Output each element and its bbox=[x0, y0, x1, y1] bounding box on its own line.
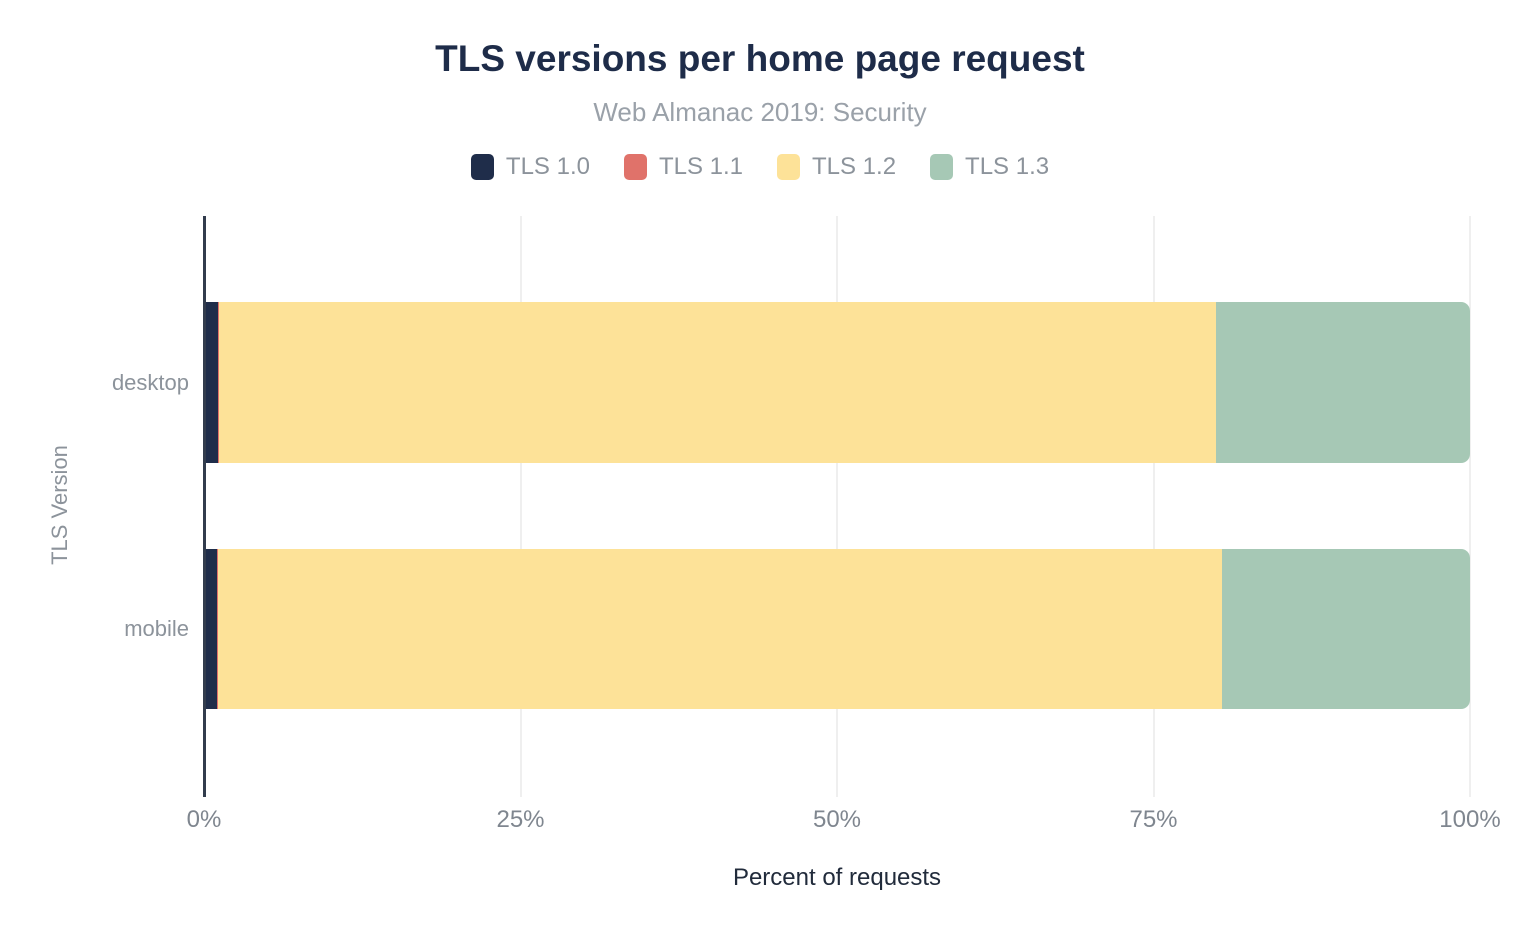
x-tick-label-0: 0% bbox=[186, 806, 222, 833]
plot-area: desktop mobile bbox=[112, 216, 1471, 797]
bar-segment-desktop-tls-1-0[interactable] bbox=[204, 302, 218, 463]
legend-label-tls-1-2: TLS 1.2 bbox=[812, 153, 897, 180]
bar-segment-mobile-tls-1-1[interactable] bbox=[216, 549, 218, 709]
chart-legend: TLS 1.0 TLS 1.1 TLS 1.2 TLS 1.3 bbox=[0, 153, 1520, 181]
bar-row-desktop: desktop bbox=[112, 302, 1470, 463]
legend-swatch-tls-1-0-icon bbox=[470, 154, 494, 180]
x-axis-tick-labels: 0% 25% 50% 75% 100% bbox=[187, 806, 1501, 838]
bar-segment-desktop-tls-1-1[interactable] bbox=[217, 302, 220, 463]
gridline-25 bbox=[519, 216, 522, 797]
bar-row-mobile: mobile bbox=[124, 549, 1470, 709]
legend-item-tls-1-2[interactable]: TLS 1.2 bbox=[777, 153, 896, 181]
gridline-75 bbox=[1152, 216, 1155, 797]
bar-segment-desktop-tls-1-2[interactable] bbox=[219, 302, 1216, 463]
y-axis-title: TLS Version bbox=[47, 445, 72, 565]
category-label-desktop: desktop bbox=[111, 369, 189, 395]
legend-item-tls-1-3[interactable]: TLS 1.3 bbox=[930, 153, 1049, 181]
legend-label-tls-1-3: TLS 1.3 bbox=[965, 153, 1050, 180]
gridline-100 bbox=[1469, 216, 1471, 797]
legend-swatch-tls-1-3-icon bbox=[930, 154, 954, 180]
legend-item-tls-1-0[interactable]: TLS 1.0 bbox=[470, 153, 590, 181]
legend-label-tls-1-1: TLS 1.1 bbox=[658, 153, 743, 180]
legend-swatch-tls-1-2-icon bbox=[777, 154, 800, 180]
legend-label-tls-1-0: TLS 1.0 bbox=[505, 153, 590, 180]
bar-segment-mobile-tls-1-3[interactable] bbox=[1221, 549, 1470, 709]
chart-subtitle: Web Almanac 2019: Security bbox=[593, 97, 927, 127]
legend-swatch-tls-1-1-icon bbox=[623, 154, 647, 180]
chart-title: TLS versions per home page request bbox=[435, 38, 1085, 79]
x-axis-title: Percent of requests bbox=[732, 864, 942, 891]
x-tick-label-50: 50% bbox=[812, 806, 862, 833]
category-label-mobile: mobile bbox=[124, 616, 189, 641]
x-tick-label-100: 100% bbox=[1439, 806, 1501, 833]
x-tick-label-75: 75% bbox=[1129, 806, 1178, 833]
gridline-50 bbox=[836, 216, 838, 797]
bar-segment-mobile-tls-1-0[interactable] bbox=[204, 549, 217, 709]
bar-segment-desktop-tls-1-3[interactable] bbox=[1215, 302, 1470, 463]
x-tick-label-25: 25% bbox=[496, 806, 545, 833]
y-axis-line bbox=[203, 216, 206, 797]
legend-item-tls-1-1[interactable]: TLS 1.1 bbox=[623, 153, 743, 181]
bar-segment-mobile-tls-1-2[interactable] bbox=[217, 549, 1222, 709]
